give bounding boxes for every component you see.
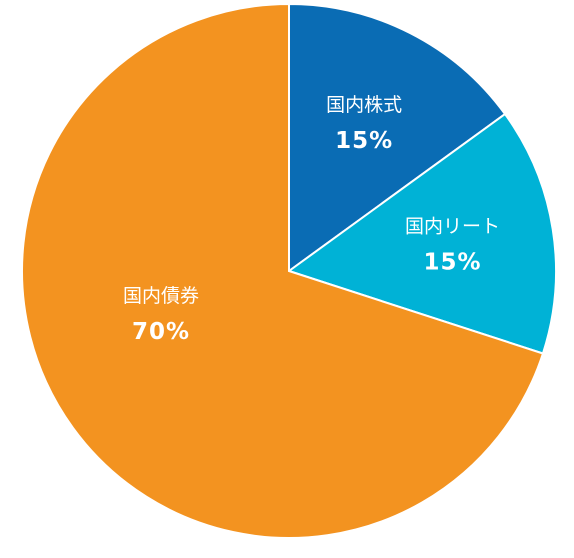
slice-label: 国内リート: [405, 216, 500, 238]
slice-value: 15%: [423, 250, 481, 276]
slice-value: 15%: [335, 128, 393, 154]
slice-label: 国内債券: [123, 285, 199, 307]
slice-label: 国内株式: [326, 94, 402, 116]
pie-slice: [21, 2, 545, 539]
pie-slice: [286, 112, 557, 355]
pie-slice: [288, 2, 507, 273]
slice-value: 70%: [132, 319, 190, 345]
